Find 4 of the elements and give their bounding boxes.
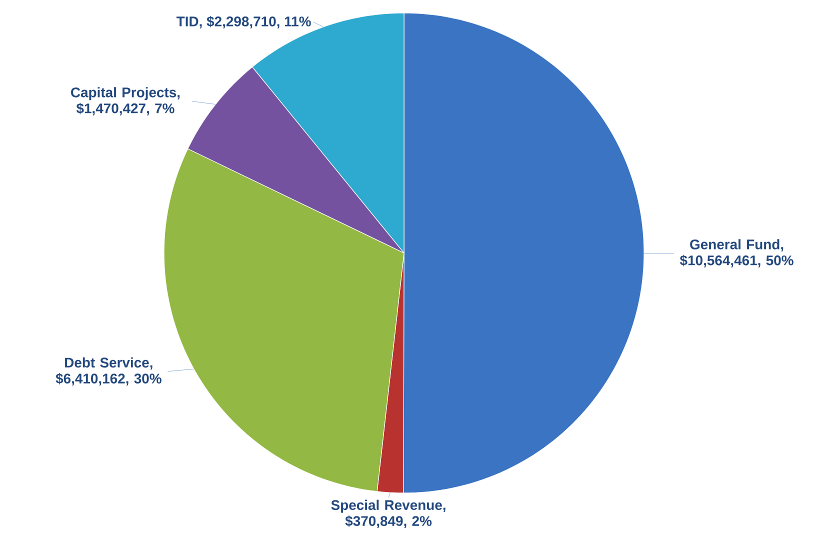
slice-label: TID <box>176 16 198 26</box>
data-label: , $2,298,710, 11% <box>200 16 311 28</box>
slice-label: Special Revenue <box>331 500 442 513</box>
slice-label: General Fund <box>690 239 780 250</box>
